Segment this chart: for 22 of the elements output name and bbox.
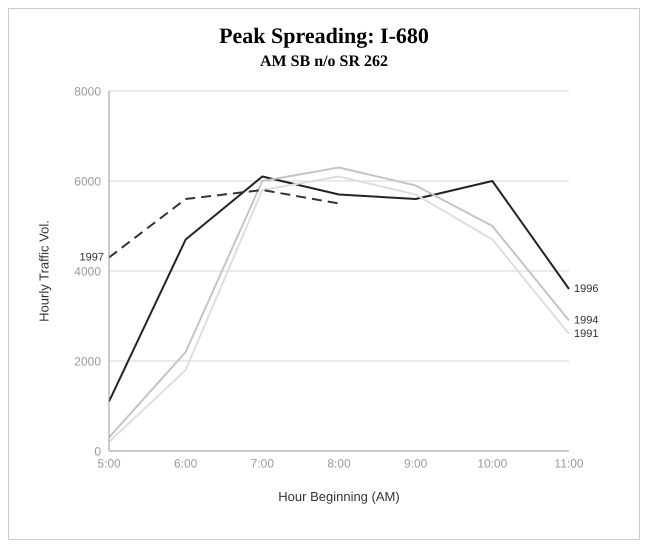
y-tick-label: 6000 (74, 174, 102, 188)
series-label: 1996 (574, 283, 598, 295)
chart-title: Peak Spreading: I-680 (218, 23, 430, 49)
y-tick-label: 8000 (74, 84, 102, 98)
line-series (108, 176, 570, 402)
x-tick-label: 9:00 (404, 456, 428, 471)
x-tick-label: 5:00 (97, 456, 121, 471)
y-axis-title: Hourly Traffic Vol. (36, 220, 52, 322)
x-tick-label: 7:00 (250, 456, 274, 471)
x-tick-label: 11:00 (554, 456, 584, 471)
y-tick-label: 0 (94, 444, 102, 458)
x-tick-label: 6:00 (174, 456, 198, 471)
series-label: 1997 (80, 252, 104, 264)
series-label: 1994 (574, 314, 598, 326)
y-tick-label: 4000 (74, 264, 102, 278)
chart-subtitle: AM SB n/o SR 262 (258, 53, 390, 71)
y-tick-label: 2000 (74, 354, 102, 368)
line-series (108, 189, 340, 258)
x-tick-label: 10:00 (477, 456, 508, 471)
x-tick-label: 8:00 (327, 456, 351, 471)
series-label: 1991 (574, 328, 598, 340)
x-axis-title: Hour Beginning (AM) (278, 489, 400, 504)
